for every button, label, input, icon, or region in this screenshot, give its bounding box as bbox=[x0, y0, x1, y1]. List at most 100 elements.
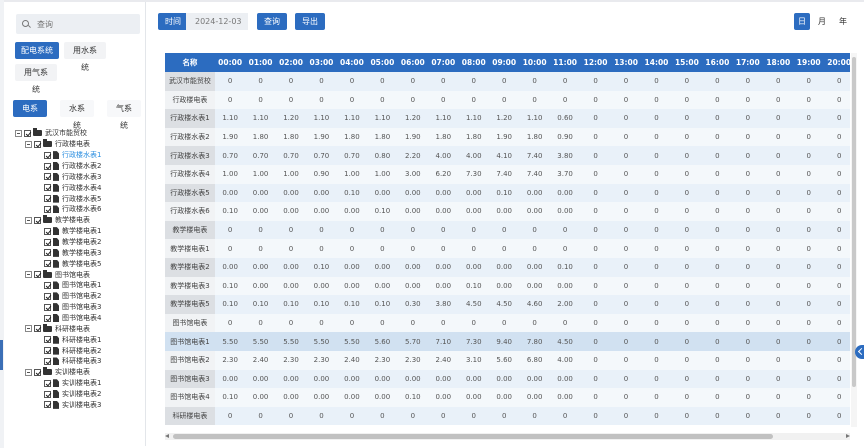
checkbox-checked-icon[interactable] bbox=[44, 292, 51, 300]
table-row[interactable]: 行政楼电表0000000000000000000000 bbox=[165, 90, 850, 110]
tree-leaf-node[interactable]: 教学楼电表2 bbox=[15, 237, 145, 248]
period-month-button[interactable]: 月 bbox=[818, 17, 826, 26]
table-row[interactable]: 图书馆电表1 5.50 5.50 5.50 5.50 5.50 5.60 5.70 7.10 7.… bbox=[165, 332, 850, 351]
checkbox-checked-icon[interactable] bbox=[34, 368, 41, 376]
tree-leaf-node[interactable]: 教学楼电表5 bbox=[15, 258, 145, 269]
tree-folder-node[interactable]: 行政楼电表 bbox=[15, 139, 145, 150]
table-row[interactable]: 行政楼水表6 0.10 0.00 0.00 0.00 0.00 0.10 0.00 0.00 0.… bbox=[165, 202, 850, 221]
scroll-left-arrow-icon[interactable] bbox=[165, 434, 169, 438]
tree-folder-node[interactable]: 实训楼电表 bbox=[15, 367, 145, 378]
tree-node-label[interactable]: 图书馆电表3 bbox=[62, 303, 102, 312]
collapse-toggle-icon[interactable] bbox=[25, 216, 32, 224]
horizontal-scroll-thumb[interactable] bbox=[173, 434, 773, 439]
tree-leaf-node[interactable]: 图书馆电表2 bbox=[15, 291, 145, 302]
tree-node-label[interactable]: 图书馆电表2 bbox=[62, 292, 102, 301]
tree-node-label[interactable]: 行政楼水表2 bbox=[62, 162, 102, 170]
tree-leaf-node[interactable]: 图书馆电表3 bbox=[15, 302, 145, 313]
tree-folder-node[interactable]: 武汉市能贸校 bbox=[15, 128, 145, 139]
collapse-toggle-icon[interactable] bbox=[15, 129, 22, 137]
table-row[interactable]: 教学楼电表2 0.00 0.00 0.00 0.10 0.00 0.00 0.00 0.00 0.… bbox=[165, 257, 850, 277]
collapse-toggle-icon[interactable] bbox=[25, 368, 32, 376]
tree-node-label[interactable]: 武汉市能贸校 bbox=[45, 129, 87, 138]
checkbox-checked-icon[interactable] bbox=[44, 238, 51, 246]
tree-leaf-node[interactable]: 实训楼电表1 bbox=[15, 378, 145, 389]
vertical-scroll-thumb[interactable] bbox=[852, 57, 856, 387]
tree-node-label[interactable]: 实训楼电表2 bbox=[62, 390, 102, 399]
tree-leaf-node[interactable]: 行政楼水表2 bbox=[15, 161, 145, 172]
tree-node-label[interactable]: 图书馆电表4 bbox=[62, 314, 102, 323]
tree-node-label[interactable]: 科研楼电表 bbox=[55, 324, 90, 333]
table-row[interactable]: 图书馆电表2 2.30 2.40 2.30 2.30 2.40 2.30 2.30 2.40 3.… bbox=[165, 350, 850, 370]
tree-node-label[interactable]: 图书馆电表1 bbox=[62, 281, 102, 290]
checkbox-checked-icon[interactable] bbox=[44, 184, 51, 192]
system-button-water[interactable]: 用水系统 bbox=[64, 42, 106, 72]
tree-node-label[interactable]: 行政楼水表5 bbox=[62, 194, 102, 203]
tree-node-label[interactable]: 行政楼水表3 bbox=[62, 172, 102, 181]
checkbox-checked-icon[interactable] bbox=[44, 195, 51, 203]
table-row[interactable]: 图书馆电表0000000000000000000000 bbox=[165, 313, 850, 333]
table-row[interactable]: 行政楼水表2 1.90 1.80 1.80 1.90 1.80 1.80 1.90 1.80 1.… bbox=[165, 127, 850, 147]
checkbox-checked-icon[interactable] bbox=[44, 336, 51, 344]
tree-node-label[interactable]: 教学楼电表3 bbox=[62, 248, 102, 257]
tree-folder-node[interactable]: 图书馆电表 bbox=[15, 269, 145, 280]
checkbox-checked-icon[interactable] bbox=[34, 216, 41, 224]
tree-node-label[interactable]: 行政楼水表6 bbox=[62, 205, 102, 214]
query-button[interactable]: 查询 bbox=[257, 13, 287, 30]
table-row[interactable]: 教学楼电表0000000000000000000000 bbox=[165, 220, 850, 240]
tree-leaf-node[interactable]: 行政楼水表5 bbox=[15, 193, 145, 204]
checkbox-checked-icon[interactable] bbox=[44, 227, 51, 235]
checkbox-checked-icon[interactable] bbox=[34, 140, 41, 148]
checkbox-checked-icon[interactable] bbox=[44, 314, 51, 322]
system-button-power[interactable]: 配电系统 bbox=[15, 42, 59, 59]
checkbox-checked-icon[interactable] bbox=[44, 205, 51, 213]
collapse-panel-icon[interactable] bbox=[855, 345, 864, 359]
tree-node-label[interactable]: 实训楼电表 bbox=[55, 368, 90, 377]
tree-node-label[interactable]: 教学楼电表 bbox=[55, 216, 90, 225]
tree-leaf-node[interactable]: 科研楼电表3 bbox=[15, 356, 145, 367]
tree-node-label[interactable]: 行政楼电表 bbox=[55, 140, 90, 149]
tree-node-label[interactable]: 行政楼水表1 bbox=[62, 151, 102, 160]
tree-folder-node[interactable]: 科研楼电表 bbox=[15, 323, 145, 334]
checkbox-checked-icon[interactable] bbox=[44, 281, 51, 289]
tree-node-label[interactable]: 实训楼电表3 bbox=[62, 400, 102, 409]
tab-gas[interactable]: 气系统 bbox=[107, 100, 141, 130]
checkbox-checked-icon[interactable] bbox=[44, 162, 51, 170]
checkbox-checked-icon[interactable] bbox=[44, 303, 51, 311]
checkbox-checked-icon[interactable] bbox=[44, 390, 51, 398]
tab-electric[interactable]: 电系统 bbox=[13, 100, 47, 130]
tree-node-label[interactable]: 行政楼水表4 bbox=[62, 183, 102, 192]
tree-node-label[interactable]: 教学楼电表1 bbox=[62, 227, 102, 236]
checkbox-checked-icon[interactable] bbox=[24, 129, 31, 137]
tree-leaf-node[interactable]: 图书馆电表4 bbox=[15, 313, 145, 324]
search-box[interactable] bbox=[16, 14, 140, 34]
checkbox-checked-icon[interactable] bbox=[44, 151, 51, 159]
tree-leaf-node[interactable]: 科研楼电表1 bbox=[15, 334, 145, 345]
tree-node-label[interactable]: 科研楼电表1 bbox=[62, 335, 102, 344]
tree-node-label[interactable]: 科研楼电表2 bbox=[62, 346, 102, 355]
tree-leaf-node[interactable]: 行政楼水表1 bbox=[15, 150, 145, 161]
tree-leaf-node[interactable]: 教学楼电表1 bbox=[15, 226, 145, 237]
checkbox-checked-icon[interactable] bbox=[44, 260, 51, 268]
search-input[interactable] bbox=[37, 19, 127, 29]
tree-leaf-node[interactable]: 教学楼电表3 bbox=[15, 247, 145, 258]
tree-node-label[interactable]: 实训楼电表1 bbox=[62, 379, 102, 388]
tree-node-label[interactable]: 图书馆电表 bbox=[55, 270, 90, 279]
period-year-button[interactable]: 年 bbox=[839, 17, 847, 26]
table-row[interactable]: 教学楼电表10000000000000000000000 bbox=[165, 239, 850, 258]
tree-leaf-node[interactable]: 行政楼水表6 bbox=[15, 204, 145, 215]
table-row[interactable]: 行政楼水表1 1.10 1.10 1.20 1.10 1.10 1.10 1.20 1.10 1.… bbox=[165, 109, 850, 128]
tree-folder-node[interactable]: 教学楼电表 bbox=[15, 215, 145, 226]
table-row[interactable]: 教学楼电表3 0.10 0.00 0.00 0.00 0.00 0.00 0.00 0.00 0.… bbox=[165, 276, 850, 296]
table-row[interactable]: 行政楼水表4 1.00 1.00 1.00 0.90 1.00 1.00 3.00 6.20 7.… bbox=[165, 164, 850, 184]
checkbox-checked-icon[interactable] bbox=[44, 357, 51, 365]
vertical-scrollbar[interactable] bbox=[851, 53, 857, 427]
tree-leaf-node[interactable]: 图书馆电表1 bbox=[15, 280, 145, 291]
checkbox-checked-icon[interactable] bbox=[44, 249, 51, 257]
tree-node-label[interactable]: 教学楼电表2 bbox=[62, 238, 102, 247]
checkbox-checked-icon[interactable] bbox=[44, 379, 51, 387]
tree-leaf-node[interactable]: 行政楼水表3 bbox=[15, 171, 145, 182]
tree-node-label[interactable]: 教学楼电表5 bbox=[62, 259, 102, 268]
tab-water[interactable]: 水系统 bbox=[60, 100, 94, 130]
checkbox-checked-icon[interactable] bbox=[44, 401, 51, 409]
checkbox-checked-icon[interactable] bbox=[34, 271, 41, 279]
